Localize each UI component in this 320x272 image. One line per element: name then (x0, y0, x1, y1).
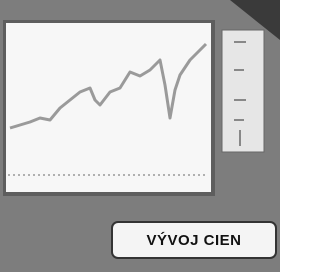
screen (6, 23, 211, 192)
side-panel (222, 30, 264, 152)
tile: VÝVOJ CIEN (0, 0, 280, 272)
page: VÝVOJ CIEN (() => { const data = JSON.pa… (0, 0, 280, 272)
label-text: VÝVOJ CIEN (146, 231, 241, 249)
